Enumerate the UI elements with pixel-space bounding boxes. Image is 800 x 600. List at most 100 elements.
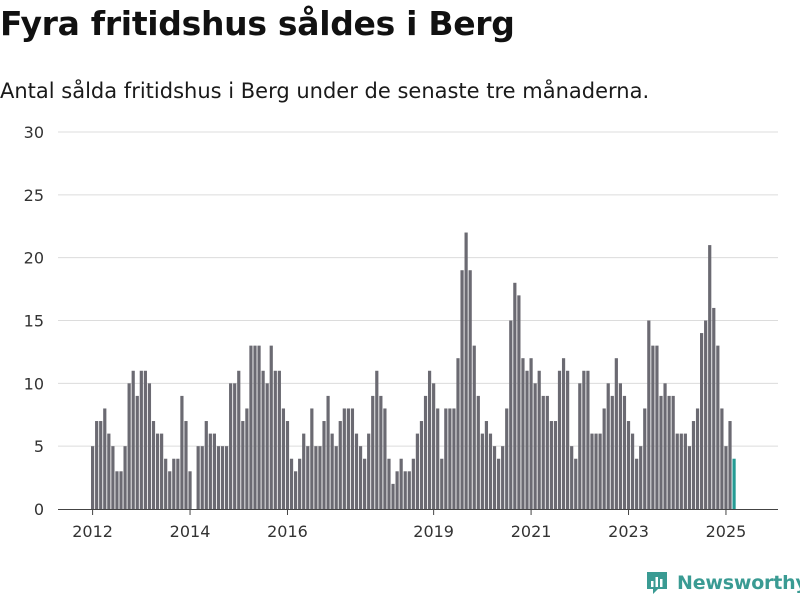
bar (574, 458, 578, 509)
bar (712, 307, 716, 509)
bar (440, 458, 444, 509)
bar (655, 345, 659, 509)
bar (123, 446, 127, 509)
bar (391, 483, 395, 509)
bar (375, 370, 379, 509)
bar (371, 395, 375, 509)
bar (545, 395, 549, 509)
bar (253, 345, 257, 509)
y-tick-label: 25 (24, 186, 44, 205)
bar (334, 446, 338, 509)
bar (143, 370, 147, 509)
bar (639, 446, 643, 509)
bar (241, 421, 245, 509)
x-tick-label: 2025 (706, 522, 747, 541)
bar (168, 471, 172, 509)
bar (497, 458, 501, 509)
x-tick-label: 2023 (608, 522, 649, 541)
y-tick-label: 30 (24, 123, 44, 142)
bar (472, 345, 476, 509)
bar (224, 446, 229, 509)
bar (476, 395, 480, 509)
bar (456, 358, 460, 509)
bar (326, 395, 330, 509)
bar (708, 245, 712, 509)
bar (488, 433, 493, 509)
bar (91, 446, 95, 509)
bar (480, 433, 484, 509)
bar (419, 421, 424, 509)
bar (724, 446, 728, 509)
bar (216, 446, 221, 509)
bar (566, 370, 570, 509)
bar (610, 395, 614, 509)
bar (399, 458, 403, 509)
bar (273, 370, 277, 509)
bar (306, 446, 310, 509)
bar (367, 433, 371, 509)
bar (233, 383, 237, 509)
bar (716, 345, 720, 509)
newsworthy-logo-icon (647, 572, 667, 594)
bar (302, 433, 306, 509)
last-value-annotation: 4 (733, 0, 744, 5)
bar (549, 421, 553, 509)
bar (618, 383, 622, 509)
bar (387, 458, 391, 509)
bar (107, 433, 111, 509)
y-tick-label: 10 (24, 374, 44, 393)
bar (537, 370, 541, 509)
bar (626, 421, 631, 509)
bar (188, 471, 192, 509)
bar (330, 433, 334, 509)
bar (322, 421, 326, 509)
bar (269, 345, 273, 509)
chart-subtitle: Antal sålda fritidshus i Berg under de s… (0, 79, 650, 103)
bar (131, 370, 135, 509)
bar (700, 333, 704, 509)
bar (212, 433, 216, 509)
bar (310, 408, 314, 509)
bars (91, 232, 736, 510)
bar (115, 471, 119, 509)
bar (643, 408, 647, 509)
bar (557, 370, 562, 509)
bar (395, 471, 399, 509)
bar (180, 395, 184, 509)
bar (586, 370, 590, 509)
bar (606, 383, 610, 509)
bar (484, 421, 489, 509)
bar (651, 345, 655, 509)
bar (99, 421, 103, 509)
brand: Newsworthy (645, 570, 800, 596)
bar (111, 446, 115, 509)
bar (403, 471, 407, 509)
bar (452, 408, 456, 509)
bar (513, 282, 517, 509)
bar (229, 383, 233, 509)
bar (281, 408, 286, 509)
bar (314, 446, 318, 509)
bar (342, 408, 346, 509)
bar (338, 421, 342, 509)
bar (663, 383, 667, 509)
x-tick-label: 2019 (413, 522, 454, 541)
bar (245, 408, 249, 509)
bar (237, 370, 241, 509)
bar (436, 408, 440, 509)
bar (176, 458, 180, 509)
bar (354, 433, 359, 509)
bar (594, 433, 598, 509)
bar (95, 421, 99, 509)
bar (444, 408, 448, 509)
bar (675, 433, 679, 509)
bar (679, 433, 683, 509)
bar (298, 458, 302, 509)
bar (383, 408, 387, 509)
bar (598, 433, 602, 509)
bar (289, 458, 294, 509)
bar (172, 458, 176, 509)
bar (411, 458, 415, 509)
bar (635, 458, 639, 509)
bar (249, 345, 253, 509)
